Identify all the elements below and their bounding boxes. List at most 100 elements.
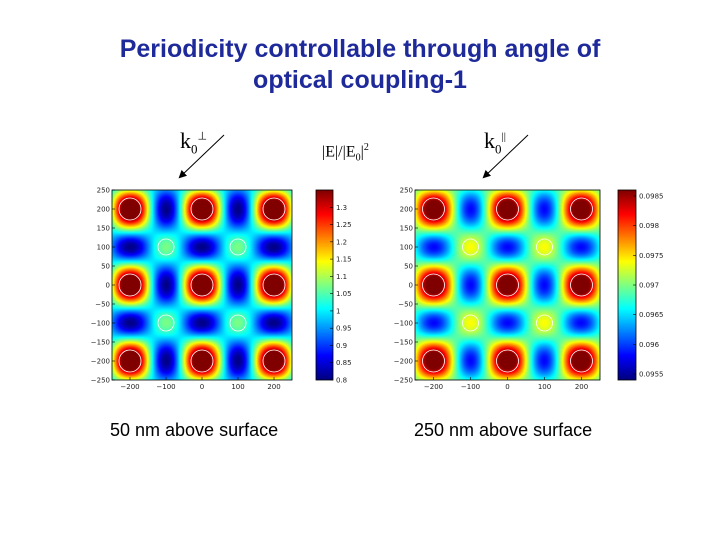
panel1-cbtick-label: 1.1 xyxy=(336,273,347,281)
intensity-label: |E|/|E0|2 xyxy=(322,142,369,164)
k-parallel-main: k xyxy=(484,128,495,153)
panel1-peak-contour xyxy=(118,197,142,221)
panel2-peak-contour xyxy=(422,349,445,373)
panel2-ytick-label: −250 xyxy=(394,377,413,385)
panel1-cbtick-label: 1.2 xyxy=(336,238,347,246)
panel1-xtick-label: −200 xyxy=(120,383,139,391)
panel2-ytick-label: 200 xyxy=(400,206,413,214)
title-line-2: optical coupling-1 xyxy=(253,66,467,94)
panel2-ytick-label: 250 xyxy=(400,187,413,195)
panel1-xtick-label: 200 xyxy=(267,383,280,391)
k-parallel-sup: || xyxy=(501,130,506,143)
k-perp-sub: 0 xyxy=(191,141,198,157)
panel1-ytick-label: 0 xyxy=(106,282,110,290)
k-perp-main: k xyxy=(180,128,191,153)
panel1-min-contour xyxy=(229,314,247,332)
panel2-xtick-label: 0 xyxy=(505,383,509,391)
panel1-cbtick-label: 1.05 xyxy=(336,290,352,298)
panel2-frame xyxy=(414,189,601,381)
panel2-cbtick-label: 0.098 xyxy=(639,222,659,230)
panel2-min-contour xyxy=(536,238,553,256)
panel2-peak-contour xyxy=(496,197,519,221)
panel2-xtick-label: −100 xyxy=(461,383,480,391)
panel2-cbtick-label: 0.0955 xyxy=(639,371,664,379)
panel2-ytick-label: 150 xyxy=(400,225,413,233)
panel2-peak-contour xyxy=(422,197,445,221)
k-perp-arrow xyxy=(178,134,225,179)
panel1-ytick-label: 150 xyxy=(97,225,110,233)
panel1-ytick-label: −50 xyxy=(95,301,110,309)
panel1-cbtick-label: 1 xyxy=(336,307,340,315)
panel1-ytick-label: −100 xyxy=(91,320,110,328)
panel1-ytick-label: −250 xyxy=(91,377,110,385)
panel1-xtick-label: −100 xyxy=(156,383,175,391)
intensity-sub: 0 xyxy=(355,152,361,164)
panel1-peak-contour xyxy=(190,273,214,297)
panel1-colorbar-frame xyxy=(315,189,334,381)
heatmap-50nm xyxy=(112,190,292,380)
panel1-peak-contour xyxy=(262,197,286,221)
panel1-min-contour xyxy=(157,314,175,332)
panel1-peak-contour xyxy=(262,349,286,373)
panel2-ytick-label: −50 xyxy=(398,301,413,309)
panel1-peak-contour xyxy=(190,197,214,221)
k-parallel-label: k0|| xyxy=(484,128,506,157)
panel1-min-contour xyxy=(157,238,175,256)
panel1-ytick-label: 200 xyxy=(97,206,110,214)
k-perp-label: k0⊥ xyxy=(180,128,207,157)
panel2-xtick-label: −200 xyxy=(424,383,443,391)
heatmap-250nm xyxy=(415,190,600,380)
panel2-cbtick-label: 0.0965 xyxy=(639,311,664,319)
panel2-min-contour xyxy=(462,238,479,256)
panel1-cbtick-label: 0.85 xyxy=(336,359,352,367)
panel2-ytick-label: −200 xyxy=(394,358,413,366)
panel2-ytick-label: 100 xyxy=(400,244,413,252)
panel2-ytick-label: −100 xyxy=(394,320,413,328)
panel1-ytick-label: −200 xyxy=(91,358,110,366)
intensity-end: | xyxy=(360,143,364,161)
panel2-peak-contour xyxy=(496,273,519,297)
intensity-main: |E|/|E xyxy=(322,143,356,161)
panel2-cbtick-label: 0.097 xyxy=(639,282,659,290)
panel1-ytick-label: 250 xyxy=(97,187,110,195)
panel1-ytick-label: 50 xyxy=(101,263,110,271)
panel2-ytick-label: −150 xyxy=(394,339,413,347)
colorbar-250nm xyxy=(618,190,636,380)
k-perp-sup: ⊥ xyxy=(197,130,208,143)
panel2-ytick-label: 50 xyxy=(404,263,413,271)
panel2-cbtick-label: 0.096 xyxy=(639,341,660,349)
panel2-peak-contour xyxy=(570,273,593,297)
panel1-xtick-label: 0 xyxy=(200,383,204,391)
panel2-min-contour xyxy=(462,314,479,332)
panel1-peak-contour xyxy=(118,349,142,373)
caption-250nm: 250 nm above surface xyxy=(414,420,593,440)
panel2-min-contour xyxy=(536,314,553,332)
k-parallel-sub: 0 xyxy=(495,141,502,157)
panel2-peak-contour xyxy=(496,349,519,373)
panel2-peak-contour xyxy=(422,273,445,297)
panel1-cbtick-label: 0.9 xyxy=(336,342,347,350)
panel1-cbtick-label: 1.3 xyxy=(336,204,347,212)
panel1-peak-contour xyxy=(190,349,214,373)
intensity-sup: 2 xyxy=(363,142,369,153)
panel1-xtick-label: 100 xyxy=(231,383,244,391)
panel1-cbtick-label: 0.8 xyxy=(336,377,347,385)
panel1-cbtick-label: 1.25 xyxy=(336,221,352,229)
panel1-cbtick-label: 1.15 xyxy=(336,256,352,264)
panel2-peak-contour xyxy=(570,349,593,373)
panel2-cbtick-label: 0.0985 xyxy=(639,192,664,200)
panel1-peak-contour xyxy=(262,273,286,297)
panel2-xtick-label: 200 xyxy=(575,383,588,391)
panel1-min-contour xyxy=(229,238,247,256)
title-line-1: Periodicity controllable through angle o… xyxy=(119,35,601,63)
panel2-ytick-label: 0 xyxy=(409,282,413,290)
panel1-cbtick-label: 0.95 xyxy=(336,325,352,333)
k-parallel-arrow xyxy=(482,134,529,179)
caption-50nm: 50 nm above surface xyxy=(110,420,279,440)
slide-title: Periodicity controllable through angle o… xyxy=(0,34,720,96)
panel2-cbtick-label: 0.0975 xyxy=(639,252,664,260)
colorbar-50nm xyxy=(316,190,333,380)
